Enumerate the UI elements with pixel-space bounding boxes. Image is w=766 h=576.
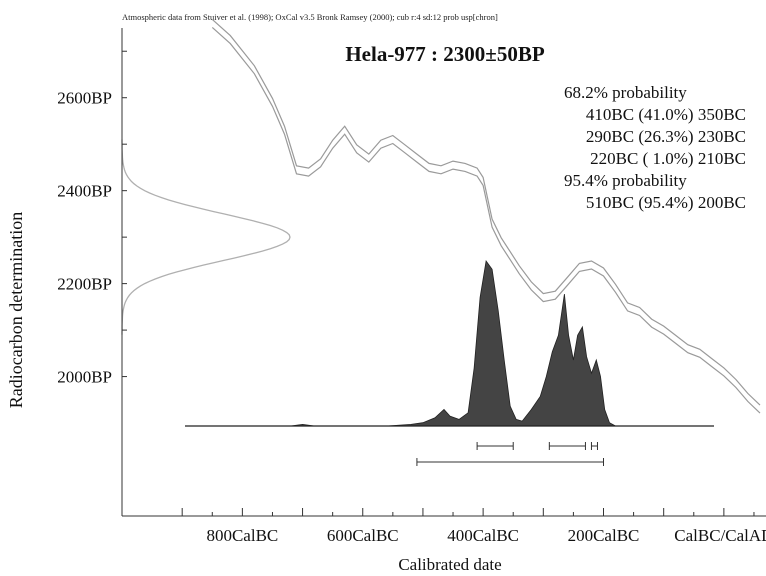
x-axis-label: Calibrated date	[398, 555, 501, 574]
measurement-distribution	[121, 139, 291, 335]
y-axis-label: Radiocarbon determination	[6, 212, 26, 408]
x-tick-label: 800CalBC	[206, 526, 278, 545]
calibration-curve-layer	[211, 18, 761, 414]
ranges-legend: 68.2% probability 410BC (41.0%) 350BC 290B…	[564, 83, 746, 212]
range-entry: 410BC (41.0%) 350BC	[586, 105, 746, 124]
axes-layer	[121, 28, 766, 517]
y-tick-label: 2000BP	[57, 368, 112, 387]
range-bars-layer	[416, 442, 604, 466]
x-tick-label: 400CalBC	[447, 526, 519, 545]
x-tick-label: 200CalBC	[568, 526, 640, 545]
y-tick-label: 2400BP	[57, 182, 112, 201]
y-tick-label: 2600BP	[57, 89, 112, 108]
calibrated-probability-layer	[185, 259, 714, 427]
x-tick-label: CalBC/CalAD	[674, 526, 766, 545]
calibration-curve-upper	[211, 18, 761, 406]
calibrated-probability-area	[290, 259, 688, 427]
range-heading: 95.4% probability	[564, 171, 687, 190]
range-entry: 290BC (26.3%) 230BC	[586, 127, 746, 146]
chart-title: Hela-977 : 2300±50BP	[345, 42, 545, 66]
range-entry: 220BC ( 1.0%) 210BC	[590, 149, 746, 168]
x-tick-label: 600CalBC	[327, 526, 399, 545]
calibration-curve-lower	[211, 26, 761, 414]
header-note: Atmospheric data from Stuiver et al. (19…	[122, 12, 498, 22]
range-heading: 68.2% probability	[564, 83, 687, 102]
y-tick-label: 2200BP	[57, 275, 112, 294]
measurement-distribution-layer	[121, 139, 291, 335]
tick-labels-layer: 2600BP 2400BP 2200BP 2000BP 800CalBC 600CalBC…	[57, 89, 766, 545]
range-entry: 510BC (95.4%) 200BC	[586, 193, 746, 212]
